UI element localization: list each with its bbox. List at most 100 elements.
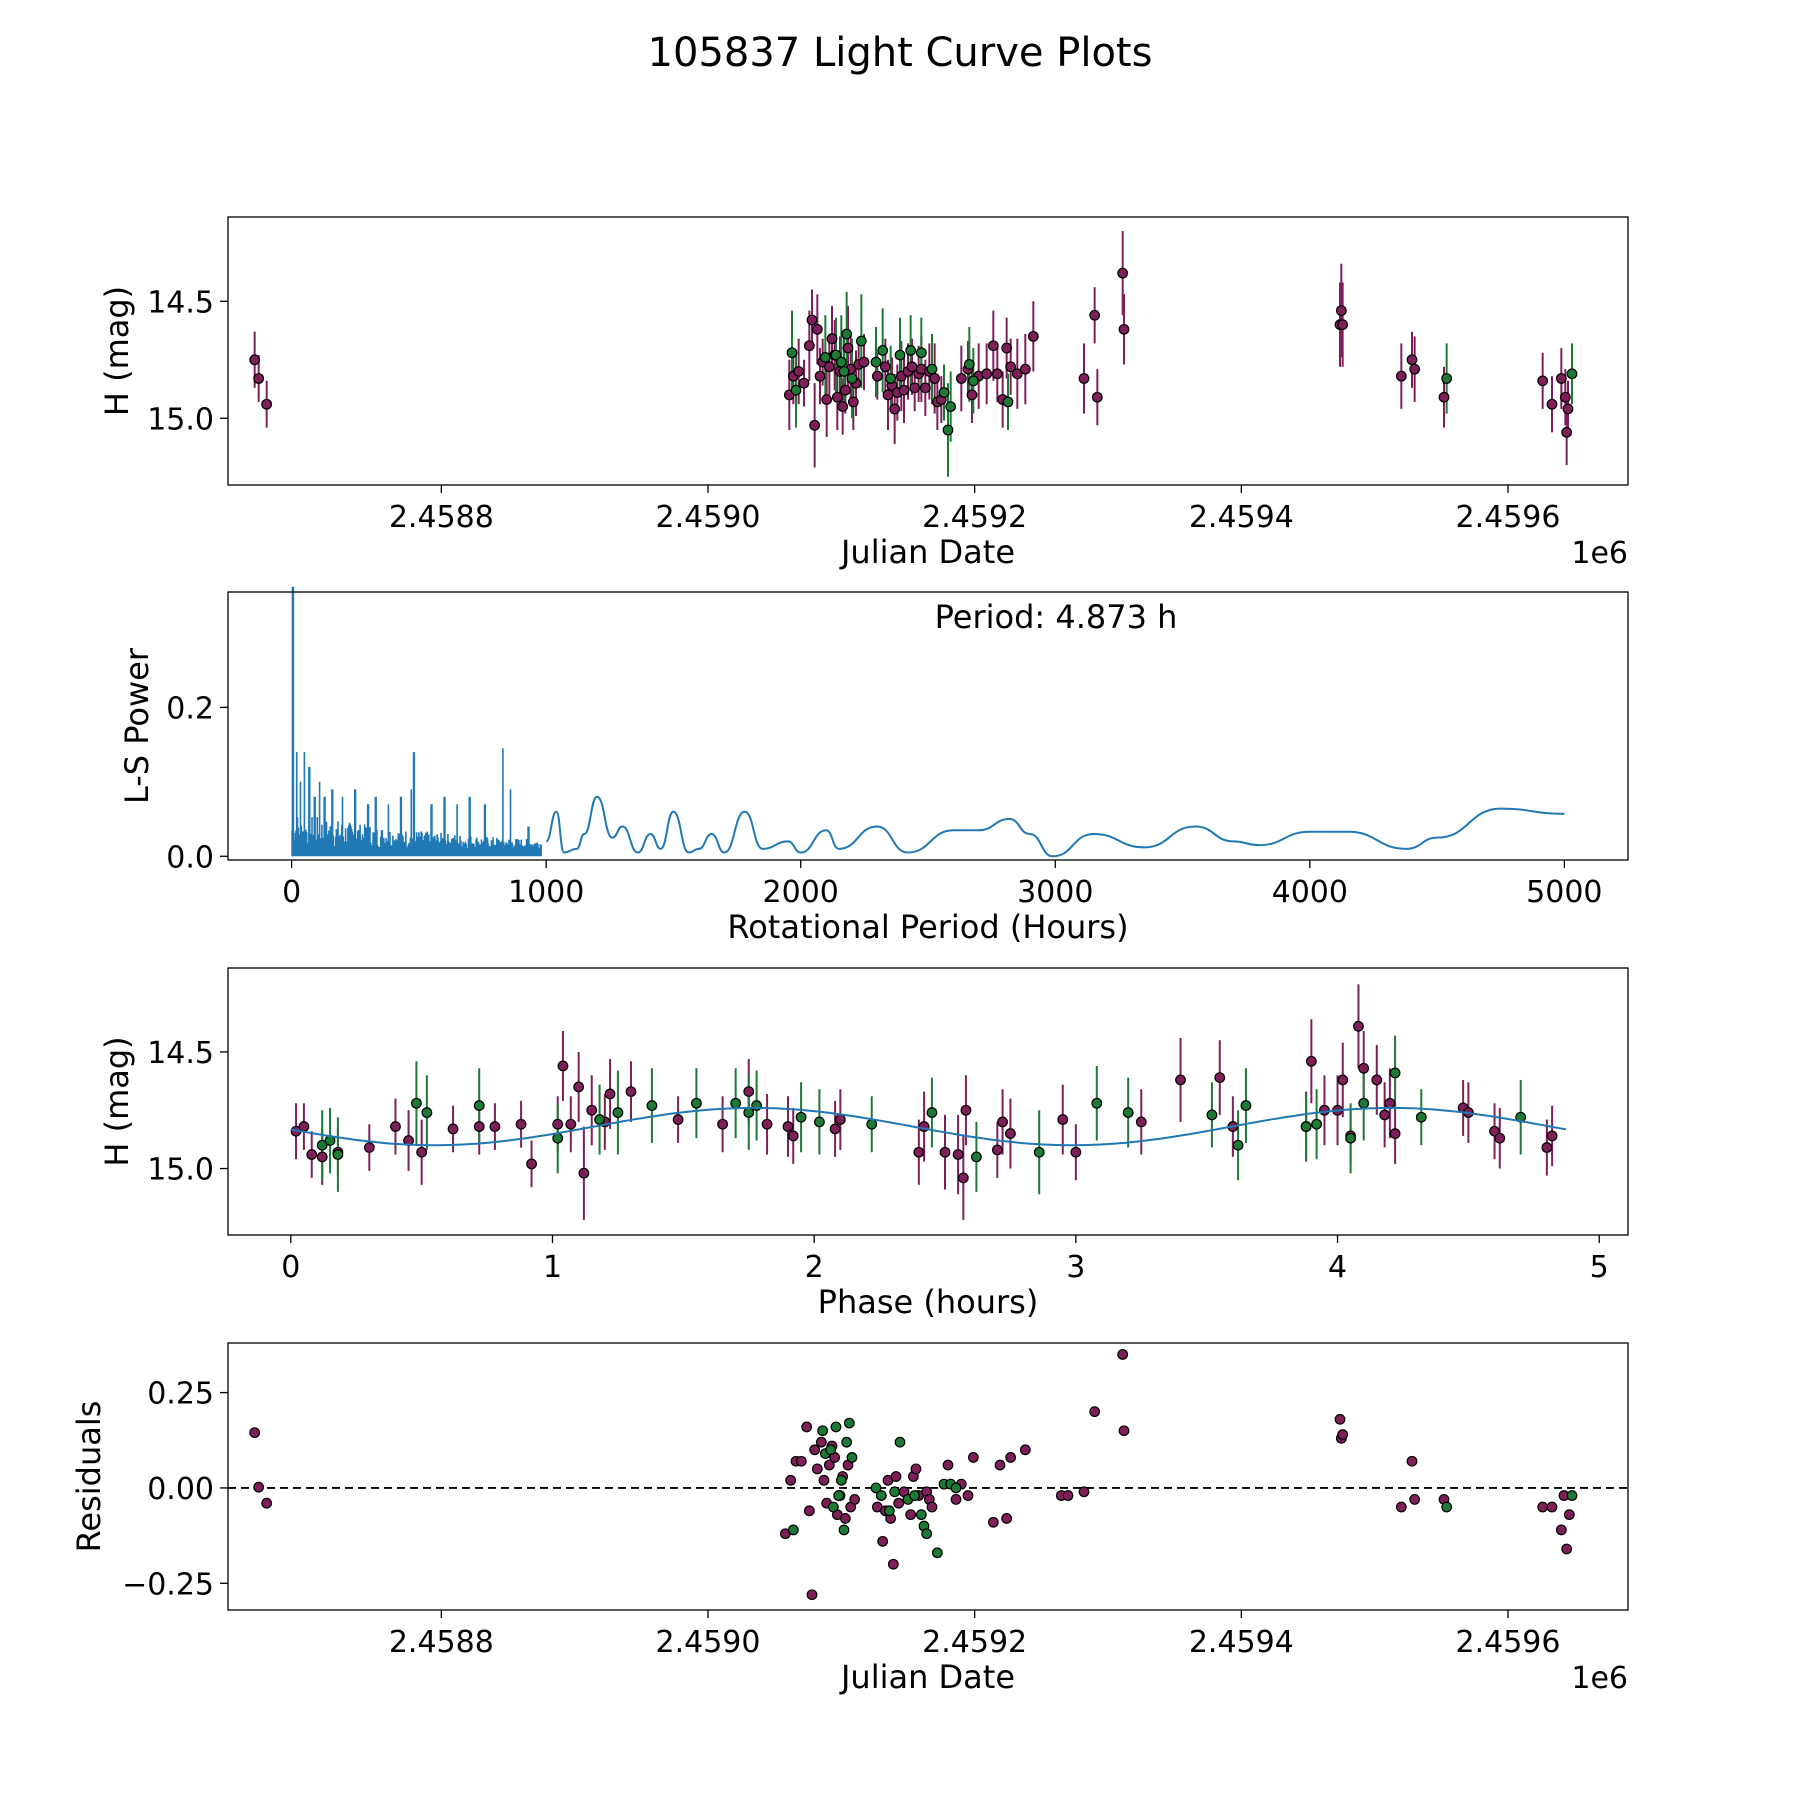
residuals-point-r <box>1546 1501 1558 1513</box>
phased-point-g <box>691 1097 702 1109</box>
lightcurve-point-r <box>1027 330 1039 342</box>
figure-title: 105837 Light Curve Plots <box>648 30 1153 76</box>
phased-point-r <box>604 1088 616 1100</box>
phased-point-r <box>1494 1132 1506 1144</box>
residuals-point-g <box>838 1524 850 1536</box>
lightcurve-x-tick-label: 2.4594 <box>1189 500 1294 535</box>
phased-y-tick-label: 14.5 <box>147 1036 214 1071</box>
lightcurve-point-g <box>885 373 897 384</box>
lightcurve-point-r <box>955 373 967 384</box>
lightcurve-point-r <box>898 384 910 396</box>
lightcurve-panel: 2.4588 2.4590 2.4592 2.4594 2.4596 15.0 14.5 Ju… <box>98 216 1629 571</box>
phased-point-r <box>1546 1130 1558 1142</box>
residuals-x-tick-label: 2.4592 <box>922 1625 1027 1660</box>
residuals-point-r <box>811 1463 823 1475</box>
phased-point-g <box>594 1114 605 1125</box>
residuals-point-r <box>1555 1524 1567 1536</box>
phased-point-r <box>672 1114 684 1125</box>
residuals-point-g <box>894 1436 906 1448</box>
phased-point-r <box>787 1130 799 1142</box>
periodogram-x-tick-label: 0 <box>282 875 301 910</box>
residuals-point-r <box>1005 1452 1017 1463</box>
lightcurve-point-r <box>1001 342 1013 354</box>
phased-point-r <box>316 1151 328 1163</box>
lightcurve-point-r <box>889 403 901 415</box>
phased-point-r <box>991 1144 1003 1156</box>
residuals-point-r <box>803 1505 815 1517</box>
lightcurve-point-r <box>249 354 261 366</box>
phased-x-axis-label: Phase (hours) <box>818 1283 1039 1321</box>
phased-point-r <box>1358 1062 1370 1074</box>
lightcurve-point-r <box>981 368 993 380</box>
residuals-point-g <box>931 1547 943 1559</box>
lightcurve-point-g <box>938 387 950 398</box>
residuals-point-r <box>823 1459 835 1471</box>
residuals-y-tick-label: 0.25 <box>147 1377 214 1412</box>
phased-point-g <box>1206 1109 1218 1121</box>
lightcurve-point-g <box>877 345 889 356</box>
lightcurve-point-r <box>1537 375 1549 387</box>
residuals-point-g <box>817 1425 829 1437</box>
lightcurve-point-g <box>841 328 853 340</box>
phased-x-tick-label: 5 <box>1590 1250 1609 1285</box>
periodogram-y-tick-label: 0.2 <box>166 691 214 726</box>
phased-point-r <box>557 1060 569 1072</box>
lightcurve-point-r <box>1005 361 1017 373</box>
phased-point-r <box>586 1104 598 1116</box>
phased-point-r <box>1319 1104 1330 1116</box>
lightcurve-point-g <box>1566 368 1578 380</box>
lightcurve-point-r <box>858 356 870 368</box>
phased-point-r <box>1541 1142 1553 1153</box>
residuals-point-g <box>843 1417 855 1429</box>
periodogram-envelope-line <box>545 795 1565 858</box>
residuals-point-g <box>889 1486 901 1498</box>
residuals-point-g <box>875 1490 887 1501</box>
residuals-point-g <box>830 1421 842 1433</box>
phased-point-r <box>1337 1074 1349 1086</box>
phased-point-g <box>1389 1067 1401 1079</box>
phased-point-r <box>782 1121 794 1132</box>
lightcurve-x-tick-label: 2.4590 <box>656 500 761 535</box>
lightcurve-point-r <box>1438 391 1450 403</box>
lightcurve-point-g <box>838 366 850 377</box>
periodogram-axes-frame <box>227 591 1629 861</box>
phased-point-r <box>390 1121 401 1132</box>
lightcurve-point-r <box>1555 373 1567 384</box>
lightcurve-point-r <box>919 382 931 394</box>
residuals-point-r <box>893 1497 905 1509</box>
lightcurve-point-g <box>846 373 858 384</box>
lightcurve-point-g <box>926 363 938 375</box>
residuals-point-r <box>926 1501 938 1513</box>
residuals-point-g <box>1566 1490 1578 1501</box>
residuals-point-r <box>910 1463 922 1475</box>
residuals-point-r <box>785 1474 797 1486</box>
residuals-point-g <box>846 1452 858 1463</box>
phased-point-r <box>913 1146 925 1158</box>
phased-point-g <box>1240 1100 1252 1111</box>
lightcurve-point-r <box>882 389 894 401</box>
lightcurve-point-r <box>261 398 273 410</box>
residuals-point-r <box>1062 1490 1074 1501</box>
phased-point-g <box>316 1139 328 1151</box>
phased-point-r <box>957 1172 969 1184</box>
phased-fit-curve <box>290 1106 1567 1147</box>
lightcurve-point-r <box>1091 391 1103 403</box>
residuals-point-r <box>1117 1349 1129 1360</box>
lightcurve-point-r <box>821 394 833 405</box>
lightcurve-point-r <box>847 396 859 408</box>
phased-point-g <box>814 1116 825 1128</box>
lightcurve-point-r <box>879 361 891 373</box>
periodogram-x-tick-label: 4000 <box>1272 875 1348 910</box>
phased-point-g <box>1300 1121 1312 1132</box>
residuals-point-r <box>994 1459 1006 1471</box>
periodogram-x-tick-label: 3000 <box>1017 875 1093 910</box>
lightcurve-point-r <box>1019 363 1031 375</box>
phased-point-r <box>573 1081 585 1093</box>
lightcurve-axes-frame <box>227 216 1629 486</box>
phased-point-r <box>298 1121 310 1132</box>
residuals-point-r <box>795 1455 807 1467</box>
residuals-point-g <box>835 1474 847 1486</box>
phased-point-r <box>625 1086 637 1097</box>
residuals-point-r <box>950 1493 962 1505</box>
residuals-point-g <box>921 1528 933 1540</box>
